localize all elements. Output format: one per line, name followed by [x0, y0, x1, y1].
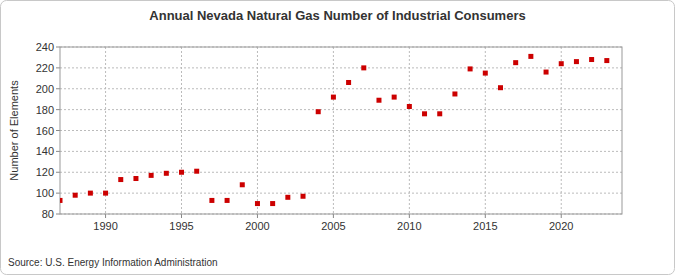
y-tick-label: 160 [36, 125, 54, 137]
grid-line [60, 109, 622, 110]
tick [105, 214, 106, 218]
grid-line [409, 47, 410, 214]
point [270, 201, 275, 206]
grid-line [105, 47, 106, 214]
point [346, 80, 351, 85]
grid-line [60, 193, 622, 194]
y-tick-label: 100 [36, 187, 54, 199]
point [118, 177, 123, 182]
point [194, 169, 199, 174]
point [407, 104, 412, 109]
plot-border [60, 47, 622, 214]
x-tick-label: 1990 [93, 220, 117, 232]
tick [56, 47, 60, 48]
point [225, 198, 230, 203]
point [498, 85, 503, 90]
grid-line [60, 172, 622, 173]
point [331, 95, 336, 100]
y-tick-label: 200 [36, 83, 54, 95]
point [513, 60, 518, 65]
point [422, 111, 427, 116]
x-tick-label: 1995 [169, 220, 193, 232]
x-tick-label: 2005 [321, 220, 345, 232]
tick [409, 214, 410, 218]
grid-line [181, 47, 182, 214]
y-tick-label: 120 [36, 166, 54, 178]
point [255, 201, 260, 206]
grid-line [60, 67, 622, 68]
point [88, 191, 93, 196]
y-tick-label: 140 [36, 145, 54, 157]
tick [333, 214, 334, 218]
tick [56, 151, 60, 152]
chart-svg: Annual Nevada Natural Gas Number of Indu… [0, 0, 675, 275]
grid-line [60, 130, 622, 131]
y-tick-label: 220 [36, 62, 54, 74]
point [209, 198, 214, 203]
point [301, 194, 306, 199]
point [73, 193, 78, 198]
chart-container: Annual Nevada Natural Gas Number of Indu… [0, 0, 675, 275]
tick [56, 88, 60, 89]
tick [56, 67, 60, 68]
x-tick-label: 2000 [245, 220, 269, 232]
point [164, 171, 169, 176]
x-tick-label: 2010 [397, 220, 421, 232]
tick [56, 193, 60, 194]
y-axis-label: Number of Elements [8, 80, 20, 181]
point [133, 176, 138, 181]
x-tick-label: 2020 [549, 220, 573, 232]
tick [181, 214, 182, 218]
point [60, 198, 63, 203]
point [528, 54, 533, 59]
point [604, 58, 609, 63]
point [361, 65, 366, 70]
point [103, 191, 108, 196]
plot-area [60, 47, 622, 214]
point [392, 95, 397, 100]
tick [56, 130, 60, 131]
y-tick-label: 180 [36, 104, 54, 116]
grid-line [333, 47, 334, 214]
grid-line [60, 88, 622, 89]
point [179, 170, 184, 175]
source: Source: U.S. Energy Information Administ… [8, 257, 218, 268]
point [574, 59, 579, 64]
point [316, 109, 321, 114]
grid-line [257, 47, 258, 214]
points [60, 54, 609, 206]
title: Annual Nevada Natural Gas Number of Indu… [149, 8, 525, 23]
y-tick-label: 240 [36, 41, 54, 53]
point [285, 195, 290, 200]
point [452, 91, 457, 96]
point [437, 111, 442, 116]
grid [60, 47, 622, 214]
grid-line [60, 151, 622, 152]
tick [56, 172, 60, 173]
tick [56, 214, 60, 215]
frame [1, 1, 675, 275]
point [149, 173, 154, 178]
point [589, 57, 594, 62]
point [240, 182, 245, 187]
tick [561, 214, 562, 218]
point [376, 98, 381, 103]
point [544, 70, 549, 75]
point [483, 71, 488, 76]
y-tick-label: 80 [42, 208, 54, 220]
tick [485, 214, 486, 218]
point [559, 61, 564, 66]
x-tick-label: 2015 [473, 220, 497, 232]
tick [257, 214, 258, 218]
tick [56, 109, 60, 110]
grid-line [561, 47, 562, 214]
point [468, 66, 473, 71]
